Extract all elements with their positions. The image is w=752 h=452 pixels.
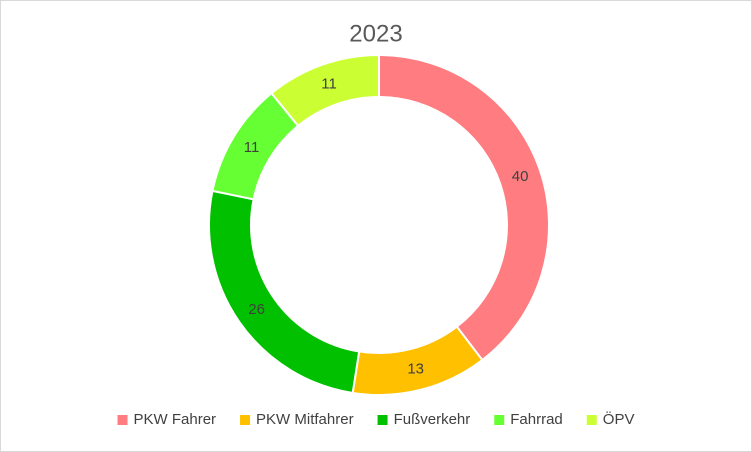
data-label: 11 <box>244 139 260 156</box>
legend-label: Fußverkehr <box>394 411 471 428</box>
data-label: 11 <box>321 76 337 93</box>
chart-title: 2023 <box>349 20 402 47</box>
legend-label: PKW Mitfahrer <box>256 411 354 428</box>
legend-label: Fahrrad <box>510 411 563 428</box>
donut-segment <box>378 53 550 362</box>
data-label: 26 <box>248 301 265 318</box>
legend-label: PKW Fahrer <box>134 411 217 428</box>
legend-label: ÖPV <box>603 410 635 428</box>
donut-segment <box>270 53 380 128</box>
legend-swatch <box>494 415 505 425</box>
legend-swatch <box>586 415 597 425</box>
legend-swatch <box>117 415 128 425</box>
legend-swatch <box>240 415 251 425</box>
legend-swatch <box>377 415 388 425</box>
data-label: 40 <box>512 168 529 185</box>
data-label: 13 <box>407 360 424 377</box>
